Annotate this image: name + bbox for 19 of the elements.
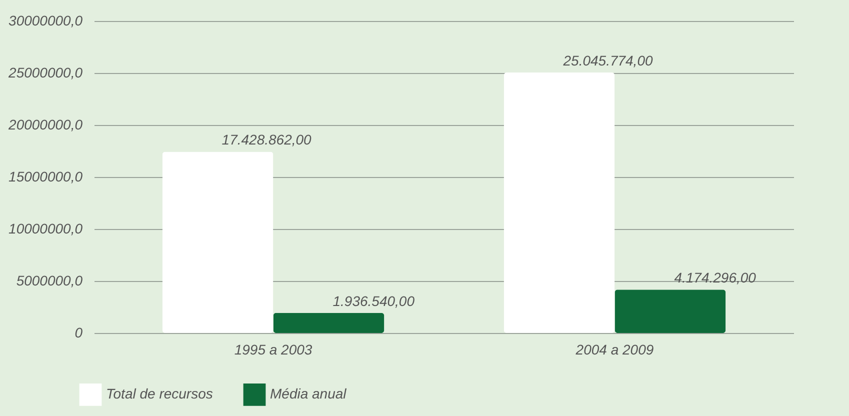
y-tick-label: 30000000,0 [8,12,83,28]
y-tick-label: 0 [74,324,83,340]
x-tick-label: 2004 a 2009 [574,342,654,358]
y-tick-label: 5000000,0 [16,272,83,288]
bar [273,312,384,333]
legend-label: Total de recursos [106,386,213,402]
y-tick-label: 15000000,0 [8,168,83,184]
x-tick-label: 1995 a 2003 [234,342,312,358]
legend-label: Média anual [270,386,348,402]
data-label: 4.174.296,00 [674,270,756,286]
data-label: 25.045.774,00 [562,52,653,69]
data-label: 1.936.540,00 [332,292,415,309]
bar [614,290,726,333]
y-tick-label: 20000000,0 [8,116,83,132]
data-label: 17.428.862,00 [222,132,312,148]
bar [504,72,615,333]
bar [162,152,274,333]
y-tick-label: 25000000,0 [8,64,83,80]
y-tick-label: 10000000,0 [8,220,83,236]
